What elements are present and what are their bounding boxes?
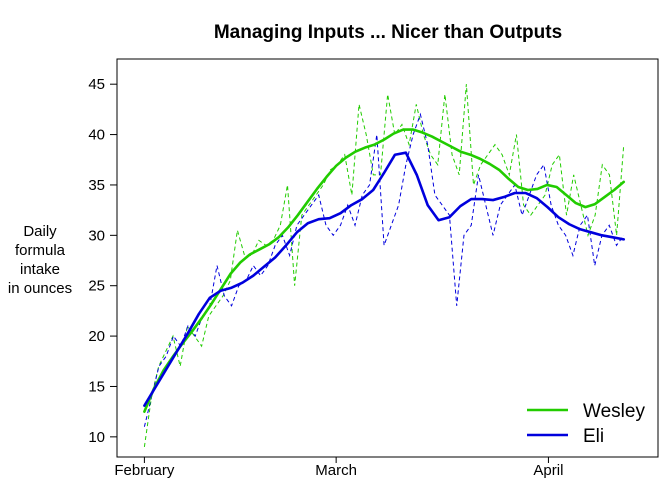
chart-title: Managing Inputs ... Nicer than Outputs xyxy=(214,22,562,43)
y-tick-label: 45 xyxy=(88,76,105,93)
x-tick-label: February xyxy=(114,462,175,479)
y-tick-label: 25 xyxy=(88,278,105,295)
y-axis-label-line: Daily xyxy=(23,223,57,240)
wesley-smoothed-line xyxy=(143,128,626,413)
x-tick-label: April xyxy=(533,462,563,479)
legend-label-wesley: Wesley xyxy=(583,401,645,422)
wesley-daily-line xyxy=(143,84,625,447)
y-tick-label: 20 xyxy=(88,328,105,345)
y-axis-label: Daily formula intake in ounces xyxy=(8,223,72,297)
x-axis: February March April xyxy=(114,457,563,479)
eli-daily-line xyxy=(143,112,625,427)
y-axis-label-line: intake xyxy=(20,261,60,278)
eli-smoothed-line xyxy=(143,151,626,407)
y-tick-label: 40 xyxy=(88,127,105,144)
plot-area-frame xyxy=(116,58,659,458)
y-tick-label: 35 xyxy=(88,177,105,194)
series-layer xyxy=(143,84,626,447)
x-tick-label: March xyxy=(315,462,357,479)
y-axis-label-line: formula xyxy=(15,242,66,259)
y-axis-label-line: in ounces xyxy=(8,280,72,297)
y-tick-label: 10 xyxy=(88,429,105,446)
y-axis: 10 15 20 25 30 35 40 45 xyxy=(88,76,117,446)
y-tick-label: 30 xyxy=(88,227,105,244)
y-tick-label: 15 xyxy=(88,378,105,395)
legend: Wesley Eli xyxy=(527,401,645,447)
legend-label-eli: Eli xyxy=(583,426,604,447)
